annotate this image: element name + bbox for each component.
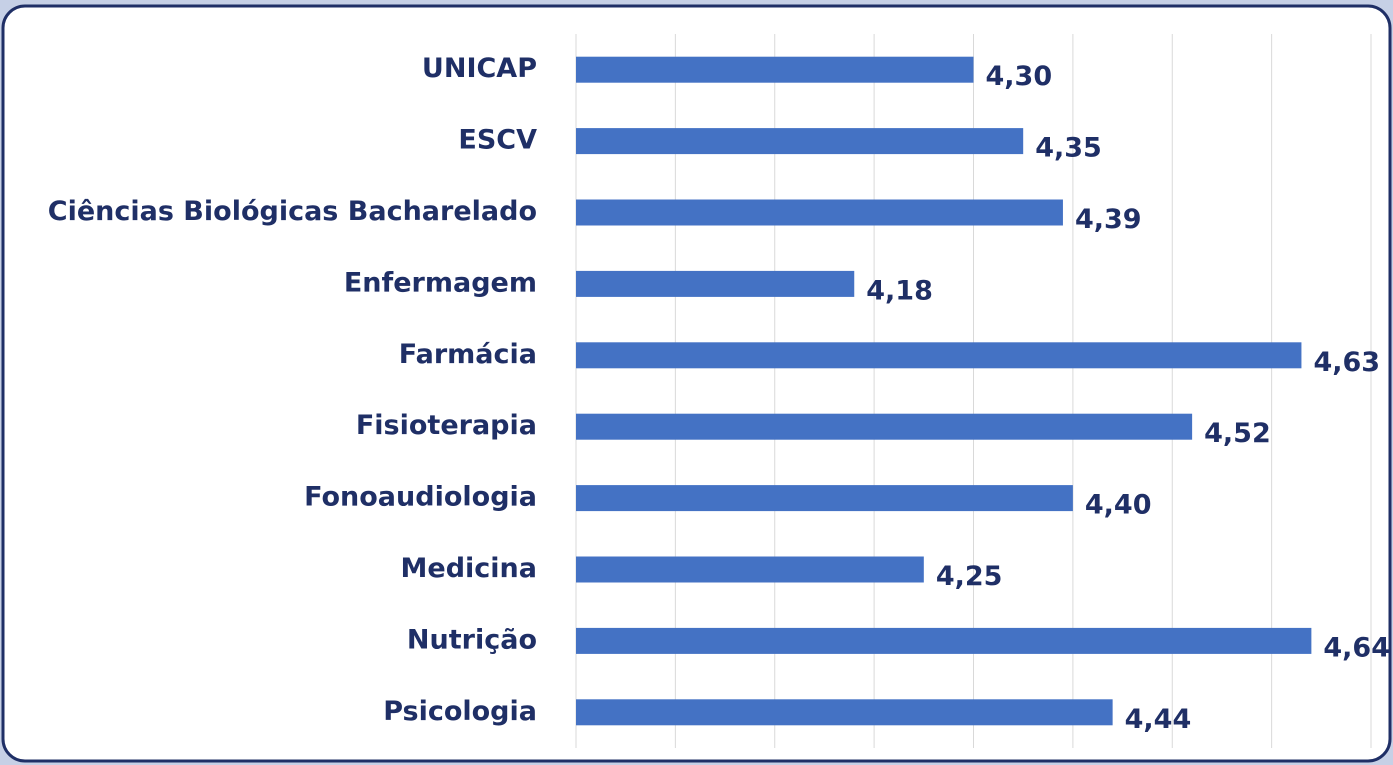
bar (576, 199, 1063, 226)
bar (576, 413, 1193, 440)
data-label: 4,25 (936, 561, 1003, 592)
y-tick-label: Ciências Biológicas Bacharelado (48, 196, 537, 227)
data-label: 4,30 (986, 61, 1053, 92)
y-tick-label: Fisioterapia (356, 410, 537, 441)
y-tick-label: UNICAP (422, 53, 537, 84)
bar (576, 56, 974, 83)
bar (576, 485, 1073, 512)
data-label: 4,63 (1313, 347, 1380, 378)
data-label: 4,44 (1125, 704, 1192, 735)
data-label: 4,35 (1035, 133, 1102, 164)
bar (576, 128, 1024, 155)
panel (1, 4, 1392, 763)
data-label: 4,52 (1204, 418, 1271, 449)
y-tick-label: Fonoaudiologia (304, 482, 537, 513)
y-tick-label: Enfermagem (344, 267, 537, 298)
data-label: 4,39 (1075, 204, 1142, 235)
y-tick-label: Nutrição (407, 624, 537, 655)
y-tick-label: ESCV (458, 125, 537, 156)
y-tick-label: Medicina (401, 553, 537, 584)
bar (576, 627, 1312, 654)
y-tick-label: Farmácia (399, 339, 537, 370)
bar (576, 270, 855, 297)
bar (576, 699, 1113, 726)
y-tick-label: Psicologia (383, 696, 537, 727)
data-label: 4,18 (866, 275, 933, 306)
bar (576, 556, 924, 583)
data-label: 4,40 (1085, 490, 1152, 521)
data-label: 4,64 (1323, 632, 1390, 663)
bar (576, 342, 1302, 369)
